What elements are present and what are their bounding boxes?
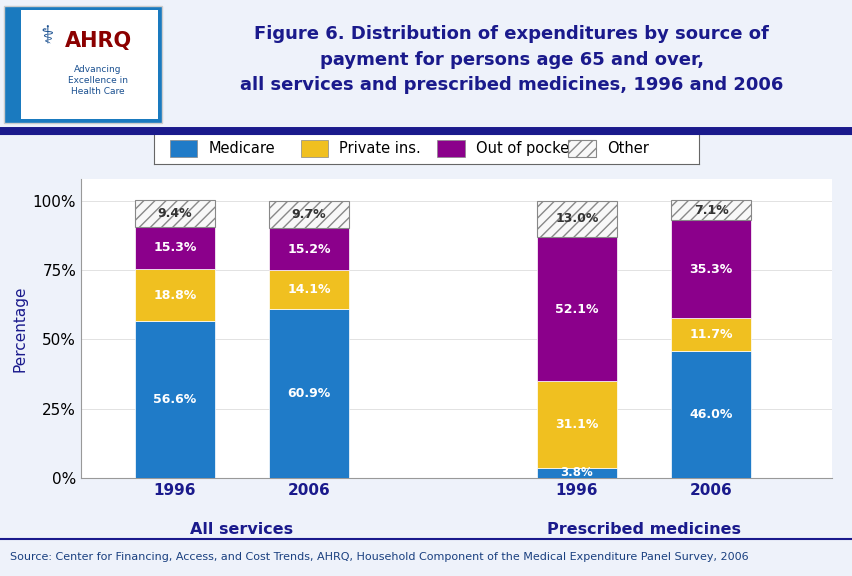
Text: Advancing
Excellence in
Health Care: Advancing Excellence in Health Care: [68, 65, 128, 96]
Bar: [567, 140, 595, 157]
Bar: [301, 140, 328, 157]
Bar: [670, 318, 751, 351]
Text: 35.3%: 35.3%: [688, 263, 732, 275]
Text: 60.9%: 60.9%: [287, 387, 330, 400]
Bar: [670, 220, 751, 318]
Bar: [268, 228, 348, 270]
Text: 3.8%: 3.8%: [560, 467, 593, 479]
Bar: [536, 381, 617, 468]
Bar: [670, 351, 751, 478]
Text: Medicare: Medicare: [208, 141, 274, 156]
Text: Private ins.: Private ins.: [339, 141, 420, 156]
Text: Source: Center for Financing, Access, and Cost Trends, AHRQ, Household Component: Source: Center for Financing, Access, an…: [10, 552, 748, 562]
Bar: [135, 200, 215, 226]
Text: Other: Other: [606, 141, 648, 156]
Bar: [21, 10, 158, 119]
Text: ⚕: ⚕: [40, 24, 54, 48]
Bar: [135, 226, 215, 269]
Text: 7.1%: 7.1%: [693, 204, 728, 217]
Text: 56.6%: 56.6%: [153, 393, 196, 406]
Text: 52.1%: 52.1%: [555, 302, 598, 316]
Text: 15.2%: 15.2%: [287, 242, 331, 256]
Text: 15.3%: 15.3%: [153, 241, 196, 254]
Y-axis label: Percentage: Percentage: [12, 285, 27, 372]
Bar: [536, 468, 617, 478]
Text: 9.7%: 9.7%: [291, 208, 325, 221]
Bar: [268, 201, 348, 228]
Text: AHRQ: AHRQ: [65, 32, 131, 51]
Bar: [536, 237, 617, 381]
Text: 46.0%: 46.0%: [688, 408, 732, 421]
Bar: [135, 269, 215, 321]
Text: 11.7%: 11.7%: [688, 328, 732, 341]
Text: Figure 6. Distribution of expenditures by source of
payment for persons age 65 a: Figure 6. Distribution of expenditures b…: [239, 25, 783, 94]
Text: 13.0%: 13.0%: [555, 213, 598, 225]
Text: 14.1%: 14.1%: [287, 283, 331, 296]
Bar: [4, 6, 162, 123]
Text: 9.4%: 9.4%: [158, 207, 192, 220]
Text: Prescribed medicines: Prescribed medicines: [546, 522, 740, 537]
Text: 18.8%: 18.8%: [153, 289, 196, 302]
Bar: [437, 140, 464, 157]
Bar: [170, 140, 197, 157]
Bar: [135, 321, 215, 478]
Text: All services: All services: [190, 522, 293, 537]
Bar: [536, 201, 617, 237]
Bar: [268, 309, 348, 478]
Text: 31.1%: 31.1%: [555, 418, 598, 431]
Text: Out of pocket: Out of pocket: [475, 141, 574, 156]
Bar: [670, 200, 751, 220]
Bar: [268, 270, 348, 309]
